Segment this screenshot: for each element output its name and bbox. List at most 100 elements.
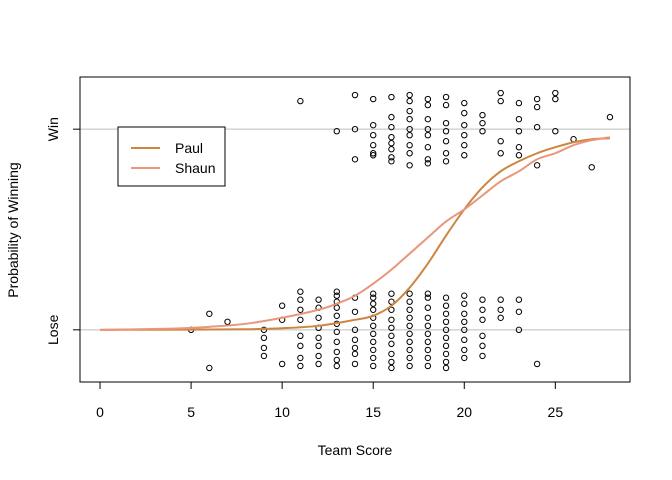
win-point [388, 133, 395, 141]
win-point [515, 115, 523, 123]
win-point [552, 127, 559, 135]
lose-point [315, 296, 322, 303]
lose-point [333, 348, 340, 356]
lose-point [406, 306, 413, 313]
lose-point [388, 306, 395, 313]
lose-point [370, 354, 377, 362]
lose-point [351, 326, 359, 334]
y-tick-label: Win [45, 117, 61, 141]
win-point [370, 142, 377, 149]
win-point [388, 146, 395, 153]
win-point [424, 95, 432, 103]
lose-point [461, 300, 468, 307]
lose-point [461, 354, 468, 362]
x-axis-title: Team Score [318, 442, 393, 458]
win-point [424, 144, 432, 151]
win-point [533, 103, 541, 111]
lose-point [370, 338, 377, 346]
win-point [552, 89, 559, 97]
win-point [606, 113, 614, 121]
lose-point [424, 338, 432, 346]
lose-point [479, 306, 486, 313]
win-point [388, 140, 395, 147]
lose-point [388, 290, 395, 297]
lose-point [424, 314, 432, 321]
x-tick-label: 20 [456, 404, 472, 420]
win-point [351, 125, 359, 133]
win-point [424, 131, 432, 139]
lose-point [333, 356, 340, 364]
lose-point [406, 290, 413, 297]
win-point [406, 91, 413, 99]
legend: Paul Shaun [117, 126, 226, 187]
lose-point [333, 362, 340, 370]
lose-point [461, 292, 468, 299]
lose-point [351, 344, 359, 352]
lose-point [315, 314, 322, 321]
win-point [479, 119, 486, 127]
win-point [406, 150, 413, 157]
lose-point [333, 328, 340, 336]
win-point [442, 101, 450, 109]
win-point [388, 158, 395, 165]
win-point [370, 121, 377, 129]
win-point [442, 150, 450, 157]
lose-point [442, 310, 450, 317]
x-tick-label: 0 [96, 404, 104, 420]
win-point [388, 113, 395, 121]
win-point [406, 162, 413, 169]
lose-point [278, 360, 286, 368]
lose-point [297, 362, 304, 370]
win-point [406, 131, 413, 139]
lose-point [515, 296, 523, 303]
lose-point [260, 334, 268, 342]
x-tick-label: 5 [187, 404, 195, 420]
lose-point [479, 296, 486, 303]
x-axis: 0 5 10 15 20 25 [96, 381, 563, 420]
win-point [388, 123, 395, 131]
win-point [533, 123, 541, 131]
lose-point [442, 334, 450, 342]
lose-point [388, 350, 395, 358]
lose-point [370, 300, 377, 307]
lose-point [260, 352, 268, 360]
lose-point [388, 316, 395, 323]
lose-point [442, 302, 450, 309]
lose-point [424, 346, 432, 354]
win-point [497, 150, 504, 157]
lose-point [424, 330, 432, 338]
win-point [388, 93, 395, 101]
lose-point [479, 332, 486, 340]
win-point [515, 99, 523, 107]
lose-point [461, 326, 468, 334]
win-point [442, 138, 450, 145]
win-point [406, 125, 413, 133]
lose-point [315, 360, 322, 368]
win-point [461, 109, 468, 117]
win-point [515, 127, 523, 135]
lose-point [442, 350, 450, 358]
win-point [297, 97, 304, 105]
lose-point [406, 354, 413, 362]
win-point [424, 160, 432, 167]
lose-point [424, 294, 432, 301]
win-point [497, 97, 504, 105]
win-point [442, 158, 450, 165]
lose-point [479, 342, 486, 350]
lose-point [533, 360, 541, 368]
lose-point [424, 304, 432, 311]
win-point [424, 101, 432, 109]
win-point [461, 131, 468, 139]
win-point [424, 156, 432, 163]
legend-box [117, 126, 226, 187]
win-point [388, 154, 395, 161]
win-point [351, 156, 359, 163]
lose-point [351, 308, 359, 315]
win-point [552, 95, 559, 103]
win-point [497, 138, 504, 145]
lose-point [333, 292, 340, 299]
lose-point [424, 354, 432, 362]
lose-point [406, 346, 413, 354]
lose-point [333, 338, 340, 346]
